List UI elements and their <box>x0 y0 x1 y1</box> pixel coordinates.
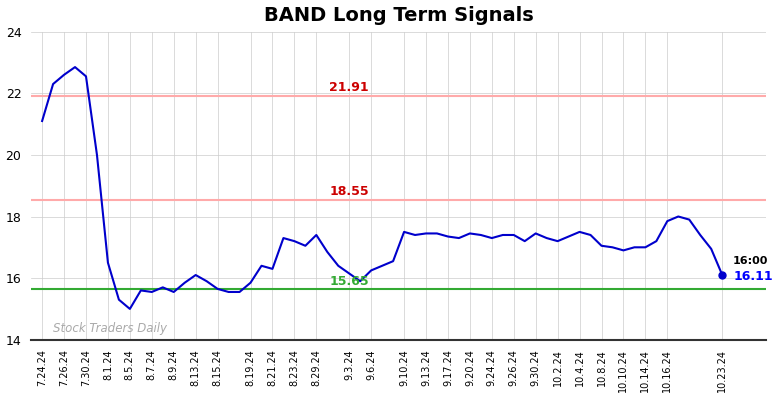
Text: 16.11: 16.11 <box>733 270 773 283</box>
Text: 16:00: 16:00 <box>733 256 768 266</box>
Title: BAND Long Term Signals: BAND Long Term Signals <box>263 6 533 25</box>
Text: Stock Traders Daily: Stock Traders Daily <box>53 322 167 335</box>
Text: 15.65: 15.65 <box>329 275 369 288</box>
Text: 21.91: 21.91 <box>329 82 369 94</box>
Text: 18.55: 18.55 <box>329 185 369 198</box>
